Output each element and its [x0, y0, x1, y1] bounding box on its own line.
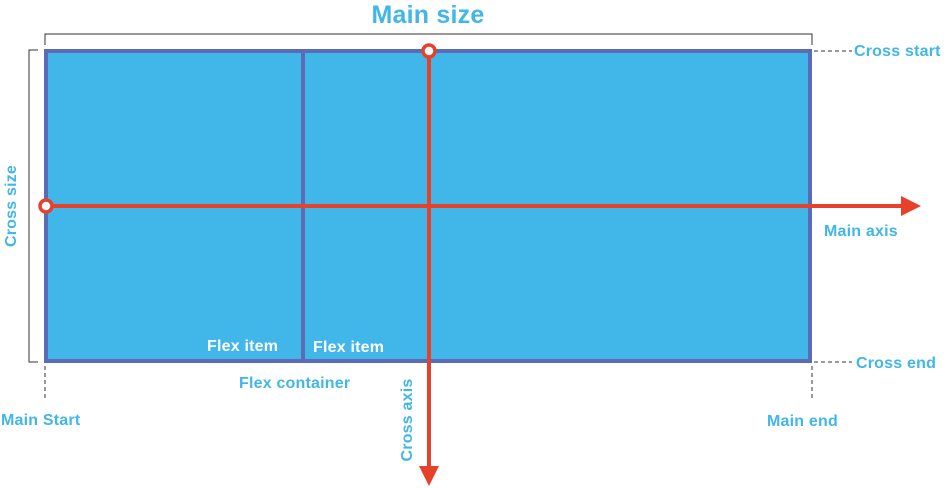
- cross-end-label: Cross end: [856, 355, 936, 372]
- cross-start-label: Cross start: [854, 43, 941, 60]
- main-size-bracket: [44, 33, 813, 45]
- main-axis-origin: [38, 198, 54, 214]
- flex-item-2-label: Flex item: [313, 339, 384, 356]
- cross-size-label: Cross size: [3, 165, 20, 247]
- cross-axis-origin: [421, 43, 437, 59]
- main-end-label: Main end: [767, 413, 838, 430]
- cross-size-bracket: [28, 49, 38, 363]
- flex-container-label: Flex container: [239, 375, 350, 392]
- main-size-label: Main size: [372, 1, 485, 29]
- main-start-label: Main Start: [1, 412, 81, 429]
- main-axis-label: Main axis: [824, 223, 898, 240]
- cross-axis-label: Cross axis: [399, 379, 416, 462]
- flex-item-1-label: Flex item: [207, 338, 278, 355]
